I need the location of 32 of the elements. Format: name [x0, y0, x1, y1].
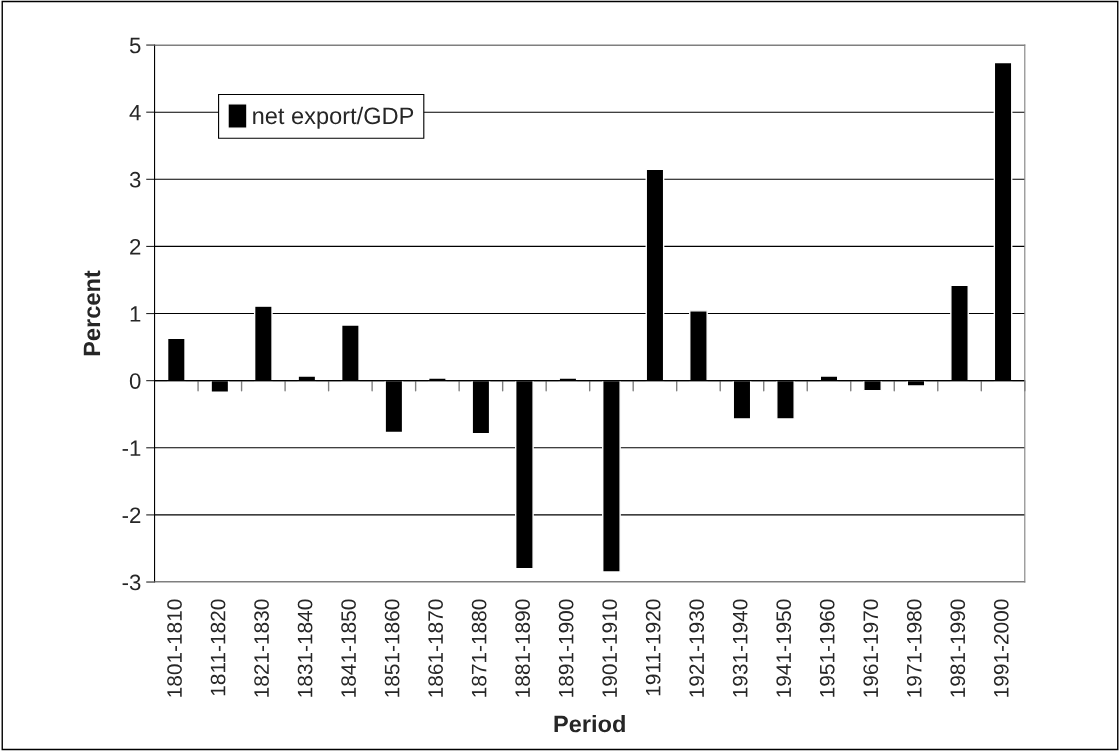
y-tick-label: -2 [122, 507, 141, 523]
x-tick-label: 1851-1860 [384, 599, 400, 697]
x-tick-label: 1901-1910 [602, 599, 618, 697]
y-tick-label: -1 [122, 440, 141, 456]
x-axis-title: Period [554, 714, 625, 733]
x-tick-label: 1931-1940 [732, 599, 748, 697]
legend-label: net export/GDP [253, 106, 414, 129]
y-tick-label: 0 [129, 373, 141, 389]
y-tick-label: 2 [130, 238, 141, 255]
x-tick-label: 1801-1810 [167, 599, 182, 697]
y-tick-label: 5 [129, 37, 141, 54]
x-tick-label: 1861-1870 [428, 599, 443, 697]
x-tick-label: 1811-1820 [210, 599, 226, 696]
x-tick-label: 1981-1990 [950, 599, 966, 697]
x-tick-label: 1831-1840 [297, 599, 313, 697]
y-tick-label: 4 [129, 104, 141, 121]
x-tick-label: 1921-1930 [689, 599, 705, 697]
x-tick-label: 1881-1890 [515, 599, 530, 697]
x-tick-label: 1911-1920 [645, 599, 661, 696]
y-tick-label: 3 [129, 171, 141, 188]
x-tick-label: 1961-1970 [863, 599, 879, 697]
y-tick-label: -3 [122, 574, 141, 591]
x-tick-label: 1821-1830 [254, 599, 269, 697]
y-axis-title: Percent [83, 270, 101, 356]
x-tick-label: 1991-2000 [993, 599, 1009, 697]
y-tick-label: 1 [130, 306, 141, 322]
x-tick-label: 1871-1880 [471, 599, 487, 697]
x-tick-label: 1841-1850 [341, 599, 356, 697]
x-tick-label: 1971-1980 [906, 599, 922, 697]
x-tick-label: 1951-1960 [819, 599, 835, 697]
x-tick-label: 1941-1950 [776, 599, 792, 697]
x-tick-label: 1891-1900 [558, 599, 574, 697]
